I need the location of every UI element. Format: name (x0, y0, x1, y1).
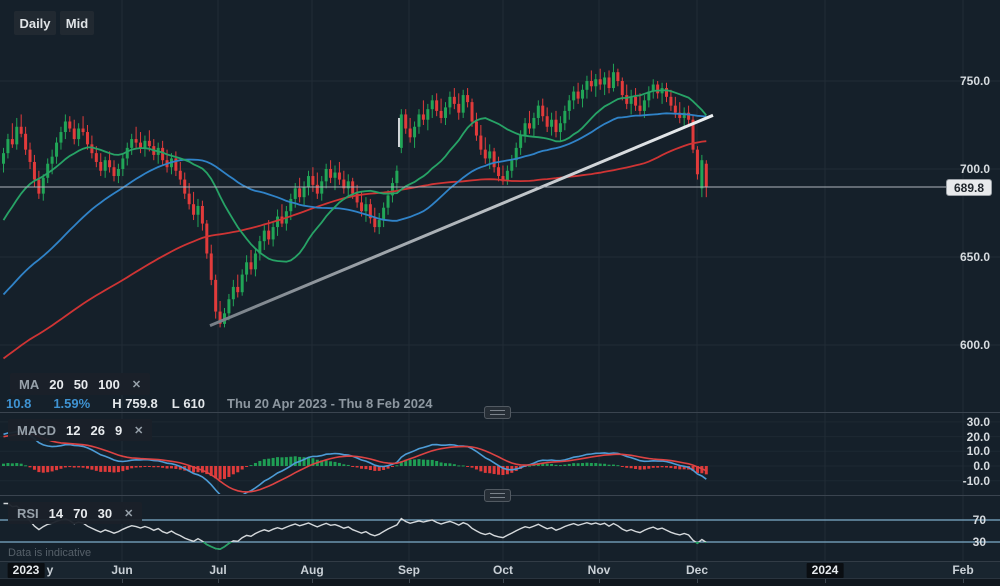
ma20-period: 20 (49, 376, 64, 392)
quote-info-row: 10.8 1.59% H 759.8 L 610 Thu 20 Apr 2023… (6, 394, 432, 412)
price-axis-label: 650.0 (959, 250, 990, 264)
price-axis-label: 700.0 (959, 162, 990, 176)
axis-tick (312, 579, 313, 583)
ma-legend-label: MA (19, 376, 40, 392)
axis-tick (599, 579, 600, 583)
rsi-legend-close-icon[interactable]: ✕ (124, 507, 134, 520)
macd-axis-label: -10.0 (962, 473, 990, 488)
rsi-legend-label: RSI (17, 505, 39, 521)
rsi-upper-level: 70 (73, 505, 88, 521)
macd-axis-label: 30.0 (966, 414, 990, 429)
low-label: L (171, 395, 180, 411)
macd-fast-period: 12 (66, 422, 81, 438)
change-percent: 1.59% (53, 395, 91, 411)
ma50-period: 50 (73, 376, 89, 392)
axis-tick (503, 579, 504, 583)
rsi-panel-resize-handle[interactable] (484, 489, 511, 502)
ma-indicator-legend[interactable]: MA 20 50 100 ✕ (10, 373, 151, 395)
macd-axis-label: 0.0 (973, 459, 990, 473)
time-axis-label: Feb (952, 563, 974, 577)
axis-tick (963, 579, 964, 583)
chart-style-mid-button[interactable]: Mid (60, 11, 94, 35)
macd-panel-resize-handle[interactable] (484, 406, 511, 419)
rsi-period: 14 (48, 505, 64, 521)
high-label: H (112, 395, 122, 411)
axis-tick (218, 579, 219, 583)
axis-scrollbar-strip[interactable] (0, 578, 1000, 586)
time-axis-label: Dec (685, 563, 709, 577)
axis-tick (697, 579, 698, 583)
macd-legend-label: MACD (17, 422, 56, 438)
price-axis-label: 600.0 (959, 338, 990, 352)
macd-indicator-legend[interactable]: MACD 12 26 9 ✕ (8, 419, 153, 441)
time-axis-label: Sep (397, 563, 421, 577)
macd-slow-period: 26 (90, 422, 105, 438)
ma100-period: 100 (98, 376, 120, 392)
rsi-lower-level: 30 (97, 505, 113, 521)
last-price-badge: 689.8 (946, 178, 992, 196)
macd-axis-label: 10.0 (966, 444, 990, 459)
macd-legend-close-icon[interactable]: ✕ (134, 424, 144, 437)
disclaimer-text: Data is indicative (8, 547, 92, 559)
macd-axis-label: 20.0 (966, 429, 990, 444)
low-value: 610 (183, 395, 206, 411)
time-axis-label: Jun (111, 563, 133, 577)
time-axis-label: Jul (209, 563, 227, 577)
time-axis[interactable]: 2023 y Jun Jul Aug Sep Oct Nov Dec 2024 Feb (0, 561, 1000, 578)
time-axis-label: 2024 (806, 563, 844, 578)
time-axis-label: Aug (300, 563, 324, 577)
ma-legend-close-icon[interactable]: ✕ (131, 378, 142, 391)
time-axis-label: Oct (492, 563, 514, 577)
axis-tick (122, 579, 123, 583)
timeframe-daily-button[interactable]: Daily (14, 11, 56, 35)
rsi-axis-label: 70 (972, 513, 986, 527)
time-axis-label: 2023 (7, 563, 45, 578)
axis-tick (825, 579, 826, 583)
price-axis-label: 750.0 (959, 74, 990, 88)
rsi-indicator-legend[interactable]: RSI 14 70 30 ✕ (8, 502, 143, 524)
high-value: 759.8 (125, 395, 158, 411)
rsi-axis-label: 30 (972, 535, 986, 549)
date-range: Thu 20 Apr 2023 - Thu 8 Feb 2024 (227, 395, 433, 411)
change-value: 10.8 (6, 395, 32, 411)
time-axis-label: y (46, 563, 54, 577)
macd-signal-period: 9 (114, 422, 123, 438)
time-axis-label: Nov (587, 563, 611, 577)
axis-tick (409, 579, 410, 583)
